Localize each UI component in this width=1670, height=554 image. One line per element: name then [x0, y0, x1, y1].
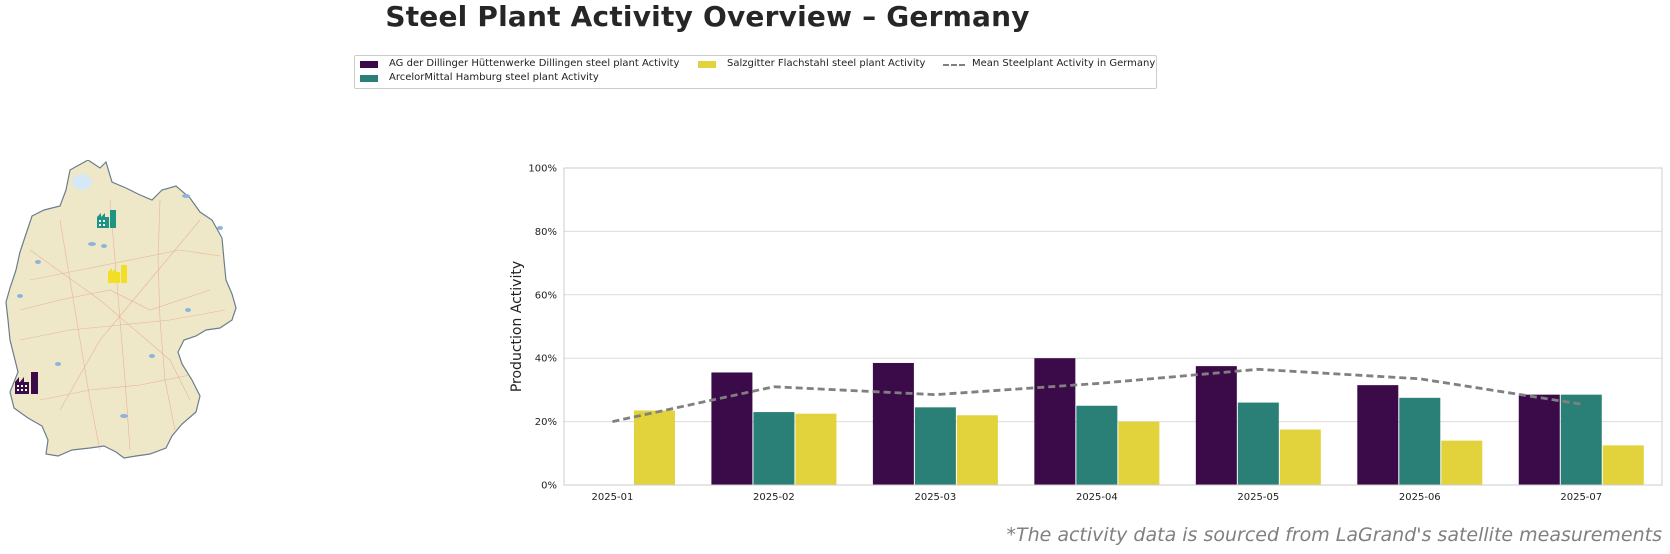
bar-salzgitter [795, 413, 837, 485]
bar-chart: 0% 20% 40% 60% 80% 100% 2025-01 2025-02 2025-03… [509, 164, 1663, 503]
bar-hamburg [1076, 405, 1118, 485]
factory-icon-dillingen [15, 372, 38, 394]
bar-dillingen [1034, 358, 1076, 485]
bar-salzgitter [1602, 445, 1644, 485]
plot-frame [563, 167, 1663, 486]
y-axis-label: Production Activity [509, 261, 525, 392]
mean-activity-line [612, 367, 1582, 423]
legend-swatch-hamburg [360, 75, 378, 82]
x-tick-label: 2025-01 [592, 492, 634, 503]
bar-dillingen [1195, 366, 1237, 485]
legend-label-hamburg: ArcelorMittal Hamburg steel plant Activi… [389, 72, 599, 83]
germany-map [5, 160, 237, 459]
legend-label-dillingen: AG der Dillinger Hüttenwerke Dillingen s… [389, 58, 680, 69]
legend-swatch-dillingen [360, 61, 378, 68]
y-tick-labels: 0% 20% 40% 60% 80% 100% [528, 164, 557, 492]
legend-swatch-salzgitter [698, 61, 716, 68]
map-road-network [19, 199, 226, 451]
bar-dillingen [872, 362, 914, 485]
chart-title: Steel Plant Activity Overview – Germany [385, 0, 1030, 33]
bar-dillingen [711, 372, 753, 485]
germany-outline [5, 160, 237, 459]
chart-legend: AG der Dillinger Hüttenwerke Dillingen s… [354, 55, 1157, 89]
x-tick-label: 2025-06 [1399, 492, 1441, 503]
factory-icon-salzgitter [108, 265, 127, 283]
legend-dash-mean [943, 64, 965, 66]
y-tick-label: 100% [528, 164, 557, 175]
footnote: *The activity data is sourced from LaGra… [1006, 524, 1662, 546]
bar-hamburg [753, 412, 795, 485]
bar-hamburg [1560, 394, 1602, 485]
x-tick-label: 2025-04 [1076, 492, 1118, 503]
bar-hamburg [914, 407, 956, 485]
factory-icon-hamburg [97, 210, 116, 228]
x-tick-label: 2025-07 [1560, 492, 1602, 503]
bar-dillingen [1518, 394, 1560, 485]
y-tick-label: 40% [535, 354, 557, 365]
y-tick-label: 0% [541, 481, 557, 492]
bar-salzgitter [1279, 429, 1321, 485]
x-tick-label: 2025-02 [753, 492, 795, 503]
map-lakes [17, 194, 223, 418]
bar-dillingen [1357, 385, 1399, 485]
bar-salzgitter [633, 410, 675, 485]
bar-hamburg [1399, 397, 1441, 485]
bar-salzgitter [956, 415, 998, 485]
y-tick-label: 80% [535, 227, 557, 238]
y-tick-label: 20% [535, 417, 557, 428]
x-tick-label: 2025-03 [914, 492, 956, 503]
mean-line-group [612, 367, 1582, 423]
bar-salzgitter [1441, 440, 1483, 485]
bars [633, 358, 1644, 485]
legend-label-salzgitter: Salzgitter Flachstahl steel plant Activi… [727, 58, 926, 69]
x-tick-label: 2025-05 [1237, 492, 1279, 503]
bar-hamburg [1237, 402, 1279, 485]
map-sea-inlet [72, 174, 92, 190]
legend-label-mean: Mean Steelplant Activity in Germany [972, 58, 1156, 69]
y-tick-label: 60% [535, 290, 557, 301]
x-tick-labels: 2025-01 2025-02 2025-03 2025-04 2025-05 2025-… [592, 492, 1603, 503]
bar-salzgitter [1118, 421, 1160, 485]
